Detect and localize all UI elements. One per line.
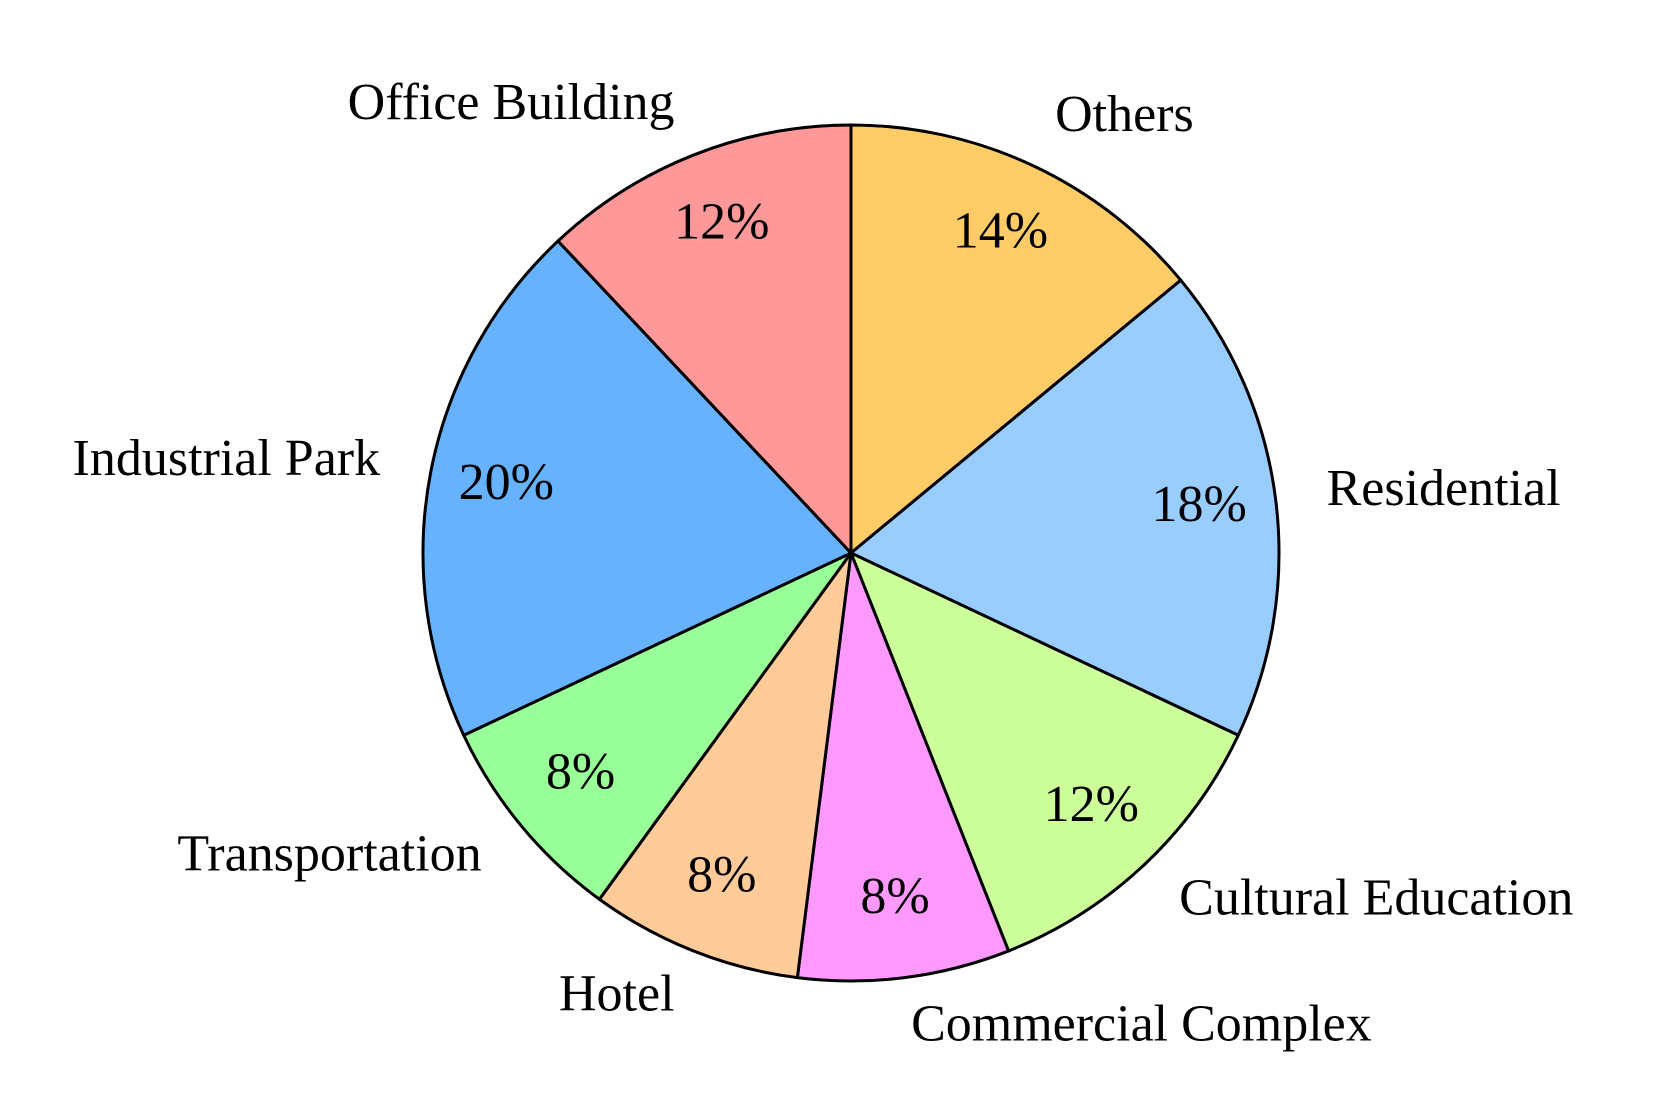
value-label: 20% xyxy=(459,454,554,511)
category-label: Office Building xyxy=(348,74,675,131)
value-label: 14% xyxy=(953,202,1048,259)
category-label: Hotel xyxy=(559,966,675,1023)
value-label: 8% xyxy=(546,744,615,801)
category-label: Residential xyxy=(1327,460,1561,517)
pie-slice xyxy=(462,551,853,901)
category-label: Cultural Education xyxy=(1179,869,1573,926)
value-label: 12% xyxy=(674,194,769,251)
category-label: Commercial Complex xyxy=(911,996,1372,1053)
value-label: 8% xyxy=(860,868,929,925)
category-label: Industrial Park xyxy=(73,430,381,487)
pie-slice xyxy=(421,239,853,737)
pie-slice xyxy=(849,551,1240,953)
pie-slice xyxy=(556,123,853,555)
pie-slice xyxy=(597,551,853,980)
value-label: 18% xyxy=(1152,476,1247,533)
value-label: 12% xyxy=(1044,776,1139,833)
pie-slice xyxy=(849,278,1281,737)
value-label: 8% xyxy=(687,846,756,903)
pie-slice xyxy=(849,123,1183,555)
category-label: Others xyxy=(1055,86,1194,143)
pie-slice xyxy=(795,551,1011,983)
category-label: Transportation xyxy=(177,825,481,882)
